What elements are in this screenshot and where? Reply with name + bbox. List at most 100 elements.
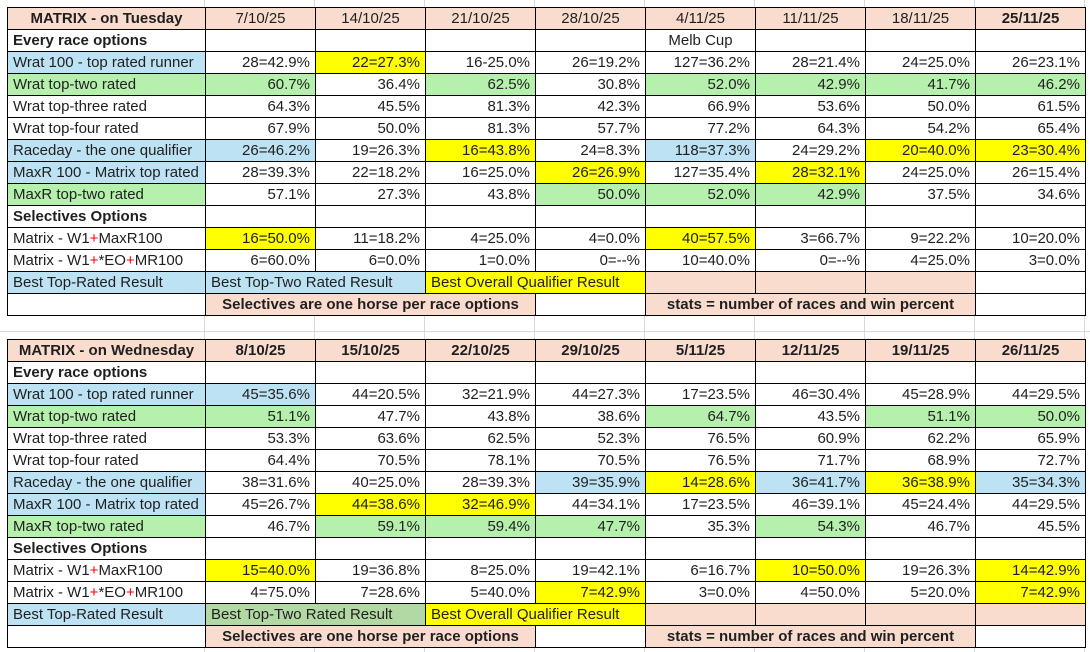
value-cell[interactable]: 50.0% — [315, 117, 426, 140]
value-cell[interactable]: 10=20.0% — [975, 227, 1086, 250]
value-cell[interactable]: 46.7% — [865, 515, 976, 538]
value-cell[interactable]: 10=40.0% — [645, 249, 756, 272]
value-cell[interactable]: 4=75.0% — [205, 581, 316, 604]
footer-best-overall-cell[interactable]: Best Overall Qualifier Result — [425, 271, 646, 294]
value-cell[interactable]: 16-25.0% — [425, 51, 536, 74]
value-cell[interactable]: 26=15.4% — [975, 161, 1086, 184]
empty-cell[interactable] — [315, 29, 426, 52]
value-cell[interactable]: 19=42.1% — [535, 559, 646, 582]
value-cell[interactable]: 76.5% — [645, 427, 756, 450]
table-title-cell[interactable]: MATRIX - on Wednesday — [7, 339, 206, 362]
row-label-cell[interactable]: MaxR top-two rated — [7, 183, 206, 206]
value-cell[interactable]: 70.5% — [315, 449, 426, 472]
value-cell[interactable]: 28=32.1% — [755, 161, 866, 184]
empty-cell[interactable] — [755, 537, 866, 560]
value-cell[interactable]: 26=19.2% — [535, 51, 646, 74]
value-cell[interactable]: 62.5% — [425, 427, 536, 450]
value-cell[interactable]: 81.3% — [425, 95, 536, 118]
value-cell[interactable]: 45=28.9% — [865, 383, 976, 406]
value-cell[interactable]: 32=21.9% — [425, 383, 536, 406]
value-cell[interactable]: 57.1% — [205, 183, 316, 206]
row-label-cell[interactable]: Matrix - W1+MaxR100 — [7, 227, 206, 250]
empty-cell[interactable] — [975, 29, 1086, 52]
value-cell[interactable]: 71.7% — [755, 449, 866, 472]
footer-best-top-rated-cell[interactable]: Best Top-Rated Result — [7, 603, 206, 626]
value-cell[interactable]: 1=0.0% — [425, 249, 536, 272]
value-cell[interactable]: 45.5% — [975, 515, 1086, 538]
value-cell[interactable]: 35.3% — [645, 515, 756, 538]
value-cell[interactable]: 46=39.1% — [755, 493, 866, 516]
footer-blank-cell[interactable] — [755, 271, 866, 294]
value-cell[interactable]: 62.5% — [425, 73, 536, 96]
value-cell[interactable]: 67.9% — [205, 117, 316, 140]
value-cell[interactable]: 35=34.3% — [975, 471, 1086, 494]
value-cell[interactable]: 77.2% — [645, 117, 756, 140]
value-cell[interactable]: 7=28.6% — [315, 581, 426, 604]
value-cell[interactable]: 76.5% — [645, 449, 756, 472]
value-cell[interactable]: 28=42.9% — [205, 51, 316, 74]
value-cell[interactable]: 16=25.0% — [425, 161, 536, 184]
section-label-cell[interactable]: Selectives Options — [7, 205, 206, 228]
row-label-cell[interactable]: Matrix - W1+*EO+MR100 — [7, 581, 206, 604]
value-cell[interactable]: 47.7% — [315, 405, 426, 428]
value-cell[interactable]: 44=29.5% — [975, 493, 1086, 516]
value-cell[interactable]: 78.1% — [425, 449, 536, 472]
value-cell[interactable]: 20=40.0% — [865, 139, 976, 162]
value-cell[interactable]: 19=26.3% — [315, 139, 426, 162]
row-label-cell[interactable]: Wrat top-two rated — [7, 405, 206, 428]
value-cell[interactable]: 5=20.0% — [865, 581, 976, 604]
value-cell[interactable]: 66.9% — [645, 95, 756, 118]
value-cell[interactable]: 23=30.4% — [975, 139, 1086, 162]
empty-cell[interactable] — [975, 361, 1086, 384]
value-cell[interactable]: 127=36.2% — [645, 51, 756, 74]
value-cell[interactable]: 36=38.9% — [865, 471, 976, 494]
value-cell[interactable]: 3=0.0% — [645, 581, 756, 604]
value-cell[interactable]: 4=50.0% — [755, 581, 866, 604]
value-cell[interactable]: 70.5% — [535, 449, 646, 472]
value-cell[interactable]: 37.5% — [865, 183, 976, 206]
value-cell[interactable]: 52.0% — [645, 183, 756, 206]
value-cell[interactable]: 52.0% — [645, 73, 756, 96]
date-header-cell[interactable]: 19/11/25 — [865, 339, 976, 362]
footer-blank-cell[interactable] — [975, 271, 1086, 294]
value-cell[interactable]: 42.3% — [535, 95, 646, 118]
date-header-cell[interactable]: 4/11/25 — [645, 7, 756, 30]
value-cell[interactable]: 28=21.4% — [755, 51, 866, 74]
date-header-cell[interactable]: 29/10/25 — [535, 339, 646, 362]
date-header-cell[interactable]: 21/10/25 — [425, 7, 536, 30]
value-cell[interactable]: 81.3% — [425, 117, 536, 140]
row-label-cell[interactable]: Wrat top-three rated — [7, 427, 206, 450]
value-cell[interactable]: 16=43.8% — [425, 139, 536, 162]
empty-cell[interactable] — [865, 537, 976, 560]
value-cell[interactable]: 62.2% — [865, 427, 976, 450]
value-cell[interactable]: 65.4% — [975, 117, 1086, 140]
value-cell[interactable]: 14=42.9% — [975, 559, 1086, 582]
value-cell[interactable]: 46=30.4% — [755, 383, 866, 406]
value-cell[interactable]: 22=18.2% — [315, 161, 426, 184]
row-label-cell[interactable]: Wrat 100 - top rated runner — [7, 51, 206, 74]
value-cell[interactable]: 43.8% — [425, 405, 536, 428]
value-cell[interactable]: 34.6% — [975, 183, 1086, 206]
row-label-cell[interactable]: Wrat top-four rated — [7, 449, 206, 472]
empty-cell[interactable] — [975, 205, 1086, 228]
value-cell[interactable]: 53.6% — [755, 95, 866, 118]
value-cell[interactable]: 46.2% — [975, 73, 1086, 96]
value-cell[interactable]: 44=27.3% — [535, 383, 646, 406]
value-cell[interactable]: 28=39.3% — [205, 161, 316, 184]
row-label-cell[interactable]: Wrat 100 - top rated runner — [7, 383, 206, 406]
value-cell[interactable]: 68.9% — [865, 449, 976, 472]
empty-cell[interactable] — [425, 537, 536, 560]
empty-cell[interactable] — [975, 537, 1086, 560]
row-label-cell[interactable]: Matrix - W1+MaxR100 — [7, 559, 206, 582]
value-cell[interactable]: 30.8% — [535, 73, 646, 96]
date-header-cell[interactable]: 28/10/25 — [535, 7, 646, 30]
value-cell[interactable]: 39=35.9% — [535, 471, 646, 494]
section-label-cell[interactable]: Selectives Options — [7, 537, 206, 560]
value-cell[interactable]: 57.7% — [535, 117, 646, 140]
value-cell[interactable]: 50.0% — [865, 95, 976, 118]
empty-cell[interactable] — [315, 361, 426, 384]
footer-blank-cell[interactable] — [645, 603, 756, 626]
row-label-cell[interactable]: MaxR 100 - Matrix top rated — [7, 493, 206, 516]
value-cell[interactable]: 24=8.3% — [535, 139, 646, 162]
value-cell[interactable]: 53.3% — [205, 427, 316, 450]
